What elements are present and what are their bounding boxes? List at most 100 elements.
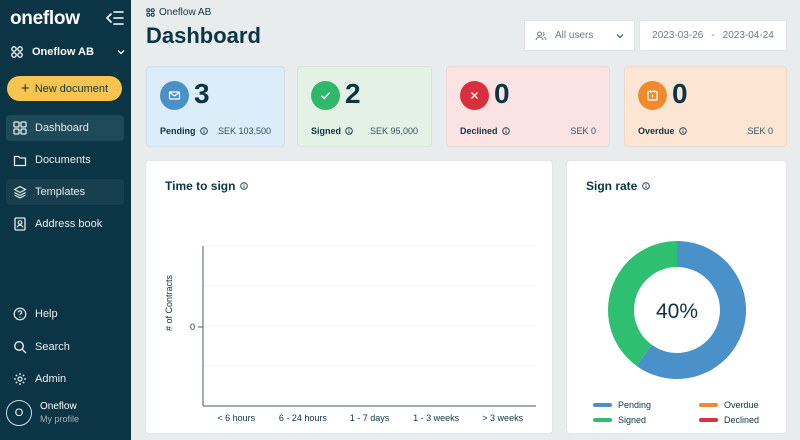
pending-card[interactable]: 3 Pending SEK 103,500 [146, 66, 285, 147]
check-icon [321, 92, 331, 100]
time-to-sign-panel: Time to sign # of Contracts 0 < 6 hours 6 … [145, 160, 553, 434]
sidebar-item-label: Dashboard [35, 122, 89, 134]
info-icon[interactable] [678, 127, 687, 135]
overdue-count: 0 [672, 78, 688, 109]
new-document-button[interactable]: + New document [7, 76, 122, 101]
x-icon [471, 92, 478, 99]
documents-icon [13, 155, 27, 167]
pending-icon-badge [160, 81, 189, 110]
breadcrumb-workspace[interactable]: Oneflow AB [159, 7, 212, 18]
legend-label: Overdue [724, 400, 759, 410]
signed-label: Signed [311, 126, 342, 136]
legend-item-pending[interactable]: Pending [593, 400, 651, 410]
legend-label: Signed [618, 415, 647, 425]
sidebar-item-label: Address book [35, 218, 103, 230]
help-icon [13, 307, 27, 321]
legend-label: Pending [618, 400, 652, 410]
signed-label-group: Signed [311, 126, 353, 136]
legend-label: Declined [724, 415, 760, 425]
declined-card[interactable]: 0 Declined SEK 0 [446, 66, 610, 147]
sign-rate-title-group: Sign rate [586, 179, 651, 193]
legend-swatch [593, 403, 612, 407]
declined-label-group: Declined [460, 126, 510, 136]
time-to-sign-title: Time to sign [165, 179, 236, 193]
page-title: Dashboard [146, 23, 261, 48]
signed-icon-badge [311, 81, 340, 110]
overdue-amount: SEK 0 [747, 126, 773, 136]
sidebar-item-address-book[interactable]: Address book [6, 211, 124, 237]
date-separator: - [711, 30, 715, 41]
profile-name: Oneflow [40, 401, 77, 412]
plus-icon: + [20, 80, 30, 97]
sidebar-item-dashboard[interactable]: Dashboard [6, 115, 124, 141]
declined-label: Declined [460, 126, 498, 136]
sidebar: oneflow Oneflow AB + New document Dashbo… [0, 0, 131, 440]
users-filter-value: All users [555, 30, 594, 41]
x-tick-label: 1 - 3 weeks [413, 413, 460, 423]
legend-item-declined[interactable]: Declined [699, 415, 759, 425]
legend-swatch [593, 418, 612, 422]
new-document-label: New document [34, 82, 109, 95]
x-tick-label: 1 - 7 days [350, 413, 390, 423]
x-tick-label: > 3 weeks [482, 413, 523, 423]
workspace-name: Oneflow AB [32, 46, 94, 58]
pending-label: Pending [160, 126, 196, 136]
sign-rate-donut-chart: 40% [608, 241, 746, 379]
declined-icon-badge [460, 81, 489, 110]
date-from[interactable]: 2023-03-26 [652, 30, 704, 41]
legend-item-signed[interactable]: Signed [593, 415, 646, 425]
overdue-icon-badge [638, 81, 667, 110]
sidebar-item-documents[interactable]: Documents [6, 147, 124, 173]
sidebar-item-label: Help [35, 308, 58, 320]
collapse-sidebar-icon[interactable] [106, 10, 124, 26]
search-icon [13, 340, 27, 354]
pending-amount: SEK 103,500 [217, 126, 271, 136]
info-icon[interactable] [240, 182, 249, 190]
workspace-icon [11, 46, 23, 58]
sidebar-item-label: Templates [35, 186, 86, 198]
templates-icon [13, 185, 27, 199]
sidebar-item-help[interactable]: Help [6, 301, 124, 327]
dashboard-icon [13, 121, 27, 135]
info-icon[interactable] [642, 182, 651, 190]
avatar: O [6, 400, 32, 426]
info-icon[interactable] [199, 127, 208, 135]
pending-count: 3 [194, 78, 210, 109]
chevron-down-icon [117, 50, 125, 55]
pending-label-group: Pending [160, 126, 208, 136]
profile-text: Oneflow My profile [40, 401, 79, 425]
legend-swatch [699, 403, 718, 407]
sidebar-item-label: Admin [35, 373, 67, 385]
envelope-icon [168, 91, 181, 100]
legend-swatch [699, 418, 718, 422]
y-tick-label: 0 [190, 322, 195, 332]
donut-slice-signed[interactable] [608, 241, 677, 366]
users-filter-select[interactable]: All users [524, 20, 635, 51]
date-range-picker[interactable]: 2023-03-26 - 2023-04-24 [639, 20, 787, 51]
calendar-icon [647, 90, 658, 101]
sign-rate-panel: Sign rate 40% Pending Overdue Signed Dec… [566, 160, 787, 434]
workspace-switcher[interactable]: Oneflow AB [10, 43, 125, 61]
sidebar-item-templates[interactable]: Templates [6, 179, 124, 205]
declined-amount: SEK 0 [570, 126, 596, 136]
info-icon[interactable] [501, 127, 510, 135]
oneflow-logo[interactable]: oneflow [10, 8, 80, 29]
info-icon[interactable] [345, 127, 353, 135]
overdue-label: Overdue [638, 126, 675, 136]
sidebar-item-search[interactable]: Search [6, 334, 124, 360]
overdue-label-group: Overdue [638, 126, 687, 136]
address-book-icon [14, 217, 26, 231]
signed-card[interactable]: 2 Signed SEK 95,000 [297, 66, 432, 147]
legend-item-overdue[interactable]: Overdue [699, 400, 759, 410]
profile-subtitle: My profile [40, 414, 80, 424]
gear-icon [14, 373, 26, 385]
overdue-card[interactable]: 0 Overdue SEK 0 [624, 66, 787, 147]
profile-menu[interactable]: O Oneflow My profile [6, 400, 79, 426]
time-to-sign-chart: 0 < 6 hours 6 - 24 hours 1 - 7 days 1 - 3 we… [190, 245, 536, 423]
sidebar-item-admin[interactable]: Admin [6, 366, 124, 392]
donut-slice-pending[interactable] [636, 241, 746, 379]
date-to[interactable]: 2023-04-24 [722, 30, 774, 41]
workspace-icon [146, 8, 155, 17]
chevron-down-icon [616, 33, 624, 38]
x-tick-label: 6 - 24 hours [279, 413, 328, 423]
